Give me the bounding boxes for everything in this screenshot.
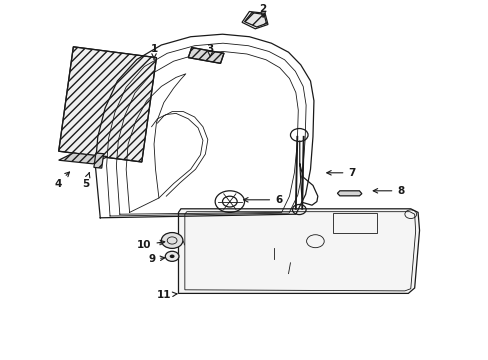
Polygon shape: [188, 48, 224, 63]
Polygon shape: [337, 191, 361, 196]
Polygon shape: [94, 153, 103, 168]
Text: 6: 6: [243, 195, 282, 205]
Text: 7: 7: [326, 168, 355, 178]
Circle shape: [165, 251, 179, 261]
Text: 8: 8: [372, 186, 404, 196]
Polygon shape: [59, 153, 107, 164]
Text: 9: 9: [148, 254, 164, 264]
Polygon shape: [178, 209, 419, 293]
Circle shape: [169, 255, 174, 258]
Text: 1: 1: [150, 44, 157, 59]
Text: 5: 5: [82, 173, 90, 189]
Text: 11: 11: [156, 290, 177, 300]
Text: 3: 3: [206, 44, 213, 57]
Text: 2: 2: [259, 4, 266, 17]
Text: 10: 10: [137, 240, 164, 250]
Polygon shape: [244, 13, 266, 27]
Circle shape: [161, 233, 183, 248]
Polygon shape: [59, 47, 156, 162]
Text: 4: 4: [54, 172, 69, 189]
